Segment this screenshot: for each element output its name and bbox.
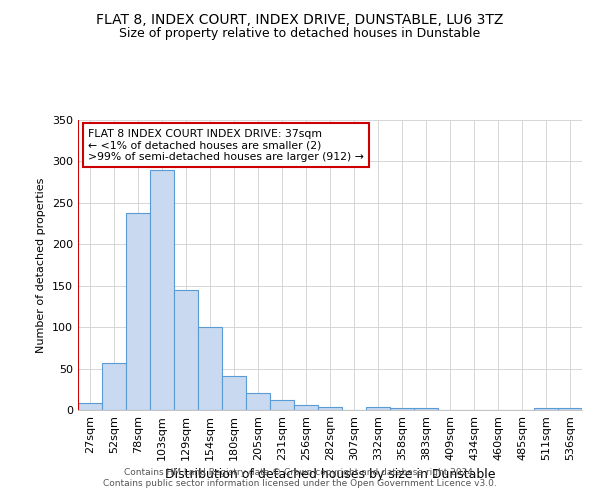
Bar — [294, 405, 318, 410]
Bar — [270, 400, 294, 410]
Bar — [198, 327, 222, 410]
Bar — [150, 170, 174, 410]
Bar — [222, 376, 246, 410]
X-axis label: Distribution of detached houses by size in Dunstable: Distribution of detached houses by size … — [165, 468, 495, 481]
Bar — [126, 213, 150, 410]
Bar — [558, 408, 582, 410]
Bar — [246, 394, 270, 410]
Bar — [366, 406, 390, 410]
Text: Size of property relative to detached houses in Dunstable: Size of property relative to detached ho… — [119, 28, 481, 40]
Bar — [174, 290, 198, 410]
Bar — [414, 408, 438, 410]
Text: FLAT 8, INDEX COURT, INDEX DRIVE, DUNSTABLE, LU6 3TZ: FLAT 8, INDEX COURT, INDEX DRIVE, DUNSTA… — [97, 12, 503, 26]
Bar — [318, 406, 342, 410]
Y-axis label: Number of detached properties: Number of detached properties — [37, 178, 46, 352]
Text: FLAT 8 INDEX COURT INDEX DRIVE: 37sqm
← <1% of detached houses are smaller (2)
>: FLAT 8 INDEX COURT INDEX DRIVE: 37sqm ← … — [88, 128, 364, 162]
Text: Contains HM Land Registry data © Crown copyright and database right 2024.
Contai: Contains HM Land Registry data © Crown c… — [103, 468, 497, 487]
Bar — [390, 408, 414, 410]
Bar — [78, 404, 102, 410]
Bar — [534, 408, 558, 410]
Bar — [102, 363, 126, 410]
